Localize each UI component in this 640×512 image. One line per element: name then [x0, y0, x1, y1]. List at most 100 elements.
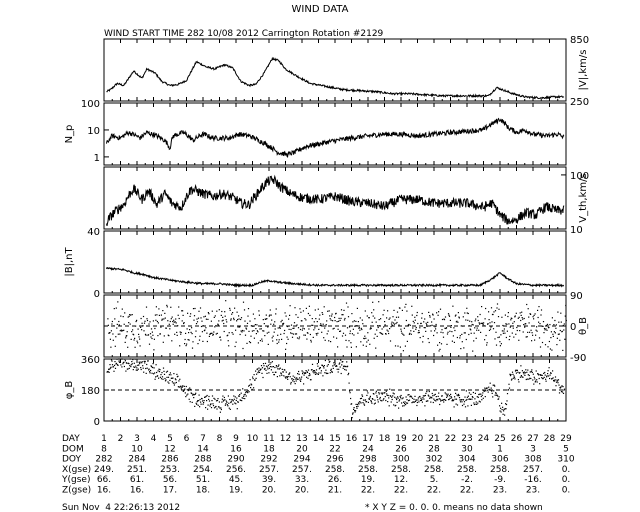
table-cell: 2	[118, 434, 124, 444]
b-theta-point	[475, 337, 477, 339]
b-theta-point	[362, 344, 364, 346]
b-theta-point	[361, 319, 363, 321]
b-phi-point	[422, 395, 424, 397]
plot-panels: 850250|V|,km/s100101N_p10010V_th,km/s400…	[64, 35, 589, 428]
b-phi-point	[267, 364, 269, 366]
b-phi-point	[394, 396, 396, 398]
b-phi-point	[343, 365, 345, 367]
b-theta-point	[200, 325, 203, 328]
b-theta-point	[510, 319, 512, 321]
b-theta-point	[353, 334, 355, 336]
b-phi-point	[261, 372, 263, 374]
b-phi-point	[275, 371, 277, 373]
b-theta-point	[450, 326, 452, 328]
b-phi-point	[524, 374, 526, 376]
b-theta-point	[161, 318, 163, 320]
b-theta-point	[138, 336, 140, 338]
b-phi-point	[509, 375, 512, 377]
table-cell: 18	[379, 434, 391, 444]
b-phi-point	[252, 376, 254, 378]
b-theta-point	[483, 322, 485, 324]
b-phi-point	[525, 369, 527, 371]
b-phi-point	[563, 389, 565, 391]
table-cell: 304	[458, 455, 475, 465]
b-theta-point	[524, 326, 526, 328]
b-theta-point	[247, 315, 249, 317]
b-theta-point	[321, 331, 323, 333]
b-theta-point	[496, 303, 499, 305]
b-phi-point	[359, 401, 361, 403]
b-phi-point	[256, 373, 258, 375]
b-theta-point	[283, 332, 285, 335]
b-phi-point	[510, 379, 513, 381]
b-phi-point	[166, 376, 168, 378]
b-theta-point	[244, 320, 246, 322]
b-theta-point	[401, 332, 403, 334]
b-phi-point	[406, 402, 409, 404]
table-cell: 3	[530, 444, 536, 454]
b-phi-point	[500, 411, 502, 413]
b-phi-point	[399, 395, 401, 398]
b-phi-point	[192, 394, 194, 396]
b-theta-point	[341, 314, 343, 316]
b-phi-point	[276, 376, 278, 378]
b-theta-point	[362, 323, 364, 325]
b-theta-point	[421, 317, 423, 319]
b-theta-point	[423, 327, 425, 329]
b-phi-point	[115, 362, 118, 364]
b-phi-point	[218, 406, 220, 408]
table-cell: 12.	[394, 475, 408, 485]
b-phi-point	[378, 392, 380, 394]
b-phi-point	[157, 370, 159, 372]
b-theta-point	[234, 307, 236, 309]
b-theta-point	[141, 329, 143, 331]
b-theta-point	[336, 321, 338, 323]
b-theta-point	[251, 325, 253, 327]
b-phi-point	[444, 398, 446, 401]
b-theta-point	[289, 305, 291, 307]
b-theta-point	[371, 312, 373, 314]
b-phi-point	[193, 397, 195, 399]
b-theta-point	[480, 322, 482, 324]
b-phi-point	[159, 369, 161, 371]
b-theta-point	[437, 314, 439, 316]
b-theta-point	[396, 311, 399, 313]
b-theta-point	[377, 325, 379, 327]
b-phi-point	[549, 377, 551, 380]
b-phi-point	[362, 399, 365, 401]
b-phi-point	[301, 376, 303, 378]
b-theta-point	[261, 338, 263, 340]
b-phi-point	[221, 401, 223, 403]
b-phi-point	[162, 367, 165, 369]
b-phi-point	[174, 378, 176, 380]
b-phi-point	[328, 359, 330, 361]
b-phi-point	[438, 398, 440, 400]
b-theta-point	[466, 307, 468, 309]
b-phi-point	[495, 392, 497, 394]
b-theta-point	[298, 336, 301, 338]
b-phi-point	[192, 393, 194, 395]
b-theta-point	[310, 339, 312, 341]
b-phi-point	[125, 370, 127, 372]
b-theta-point	[130, 314, 132, 316]
b-phi-point	[274, 366, 276, 369]
b-phi-point	[171, 381, 173, 383]
b-phi-point	[304, 372, 306, 374]
b-theta-point	[418, 330, 420, 332]
b-phi-point	[294, 376, 296, 378]
b-phi-point	[323, 365, 325, 367]
b-theta-point	[242, 347, 244, 350]
b-phi-point	[533, 376, 535, 378]
b-theta-point	[152, 334, 154, 336]
b-theta-point	[428, 311, 430, 313]
b-phi-point	[377, 399, 379, 401]
b-theta-point	[557, 311, 559, 313]
b-phi-point	[109, 364, 111, 366]
b-phi-point	[429, 397, 431, 399]
b-theta-point	[489, 322, 491, 324]
b-theta-point	[363, 338, 365, 340]
b-phi-point	[478, 400, 480, 402]
b-phi-point	[523, 373, 525, 375]
table-cell: 66.	[97, 475, 111, 485]
b-phi-point	[544, 374, 546, 376]
